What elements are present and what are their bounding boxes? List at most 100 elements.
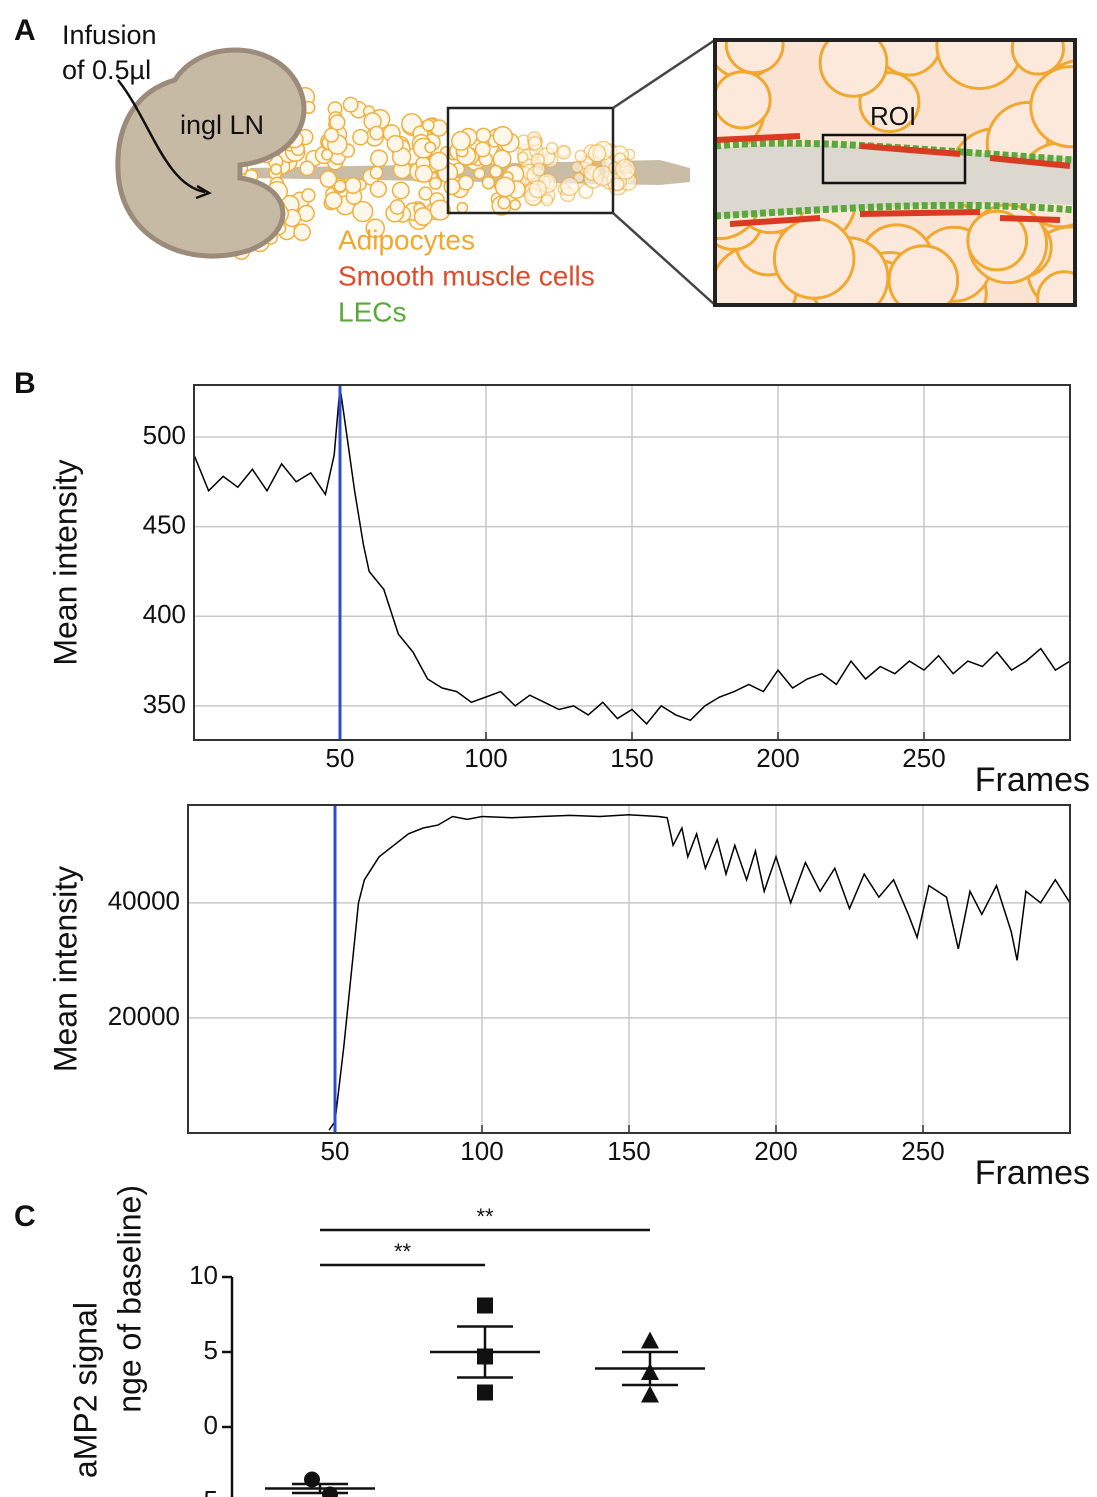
x-tick-label: 250 [902, 743, 945, 773]
inset-frame [713, 38, 1077, 307]
adipocyte [545, 141, 559, 155]
adipocyte [715, 70, 772, 130]
y-tick-label: 10 [189, 1260, 218, 1290]
y-tick-label: 20000 [108, 1001, 180, 1031]
y-axis-label: Mean intensity [47, 866, 83, 1072]
x-tick-label: 50 [321, 1136, 350, 1166]
adipocyte [887, 244, 960, 305]
adipocyte [1029, 65, 1075, 149]
legend-smooth-muscle: Smooth muscle cells [338, 260, 595, 291]
panel-label: C [14, 1200, 36, 1233]
adipocyte [532, 162, 547, 177]
adipocyte [528, 179, 547, 199]
plot-frame [193, 384, 1071, 741]
lec-layer [715, 201, 1075, 220]
plot-frame [187, 804, 1071, 1134]
roi-box [821, 133, 967, 185]
adipocyte [574, 149, 588, 163]
infusion-label: of 0.5µl [62, 55, 151, 85]
data-point [477, 1297, 493, 1314]
adipocyte [369, 125, 384, 141]
x-tick-label: 50 [326, 743, 355, 773]
smooth-muscle [729, 209, 1061, 227]
smooth-muscle [715, 133, 1071, 169]
adipocyte [450, 130, 471, 151]
inset [715, 40, 1075, 305]
adipocyte [344, 177, 362, 194]
adipocyte [489, 164, 503, 179]
adipocyte [457, 174, 474, 191]
node-label: ingl LN [180, 110, 264, 140]
adipocyte [418, 186, 433, 201]
data-point [641, 1385, 659, 1403]
legend-adipocytes: Adipocytes [338, 224, 475, 255]
adipocyte [386, 134, 404, 153]
infusion-arrow [117, 79, 206, 194]
adipocyte [429, 176, 442, 190]
adipocyte [319, 170, 338, 188]
data-point [641, 1331, 659, 1349]
adipocyte [818, 40, 889, 98]
adipocyte [516, 151, 529, 164]
arrow-head [195, 184, 212, 200]
x-tick-label: 100 [464, 743, 507, 773]
infusion-label: Infusion [62, 20, 157, 50]
x-tick-label: 150 [610, 743, 653, 773]
y-tick-label: -5 [195, 1485, 218, 1497]
diagram-graphics [115, 38, 1077, 307]
y-tick-label: 400 [143, 599, 186, 629]
y-tick-label: 40000 [108, 886, 180, 916]
y-tick-label: 350 [143, 689, 186, 719]
data-line [193, 386, 1071, 726]
panel-label: B [14, 367, 36, 400]
zoom-box [446, 106, 615, 215]
adipocyte [456, 201, 469, 214]
x-tick-label: 200 [756, 743, 799, 773]
zoom-line [612, 38, 716, 110]
adipocyte [414, 164, 433, 183]
adipocyte [370, 149, 389, 168]
adipocyte [724, 40, 785, 75]
y-tick-label: 5 [204, 1335, 218, 1365]
adipocyte [614, 158, 637, 180]
adipocyte [421, 118, 435, 132]
adipocyte [323, 127, 340, 143]
adipocyte [474, 141, 491, 158]
adipocyte [492, 149, 512, 169]
adipocyte [342, 96, 359, 113]
x-tick-label: 250 [901, 1136, 944, 1166]
adipocyte [587, 144, 607, 163]
adipocyte [429, 199, 451, 221]
vessel-lumen [715, 145, 1075, 218]
adipocyte [413, 207, 433, 226]
roi-label: ROI [870, 101, 916, 131]
adipocyte [497, 196, 511, 210]
y-tick-label: 0 [204, 1410, 218, 1440]
adipocyte [329, 114, 346, 131]
x-tick-label: 200 [754, 1136, 797, 1166]
adipocyte [333, 179, 347, 193]
y-tick-label: 500 [143, 420, 186, 450]
adipocyte [293, 223, 311, 242]
adipocyte [369, 180, 387, 198]
adipocyte [966, 209, 1029, 272]
adipocyte [389, 199, 406, 215]
adipocyte [324, 191, 343, 210]
significance-label: ** [394, 1239, 412, 1264]
adipocyte [556, 144, 572, 160]
x-tick-label: 100 [460, 1136, 503, 1166]
x-axis-label: Frames [975, 761, 1090, 799]
adipocyte [391, 181, 410, 200]
adipocyte [365, 218, 386, 239]
adipocyte [352, 128, 369, 146]
y-axis-label: nge of baseline) [111, 1185, 147, 1413]
adipocyte [1036, 270, 1075, 305]
adipocyte [473, 167, 486, 180]
adipocyte [559, 176, 580, 197]
data-line [328, 814, 1071, 1131]
adipocyte [299, 160, 315, 177]
adipocyte [429, 151, 449, 172]
adipocyte [527, 136, 543, 151]
